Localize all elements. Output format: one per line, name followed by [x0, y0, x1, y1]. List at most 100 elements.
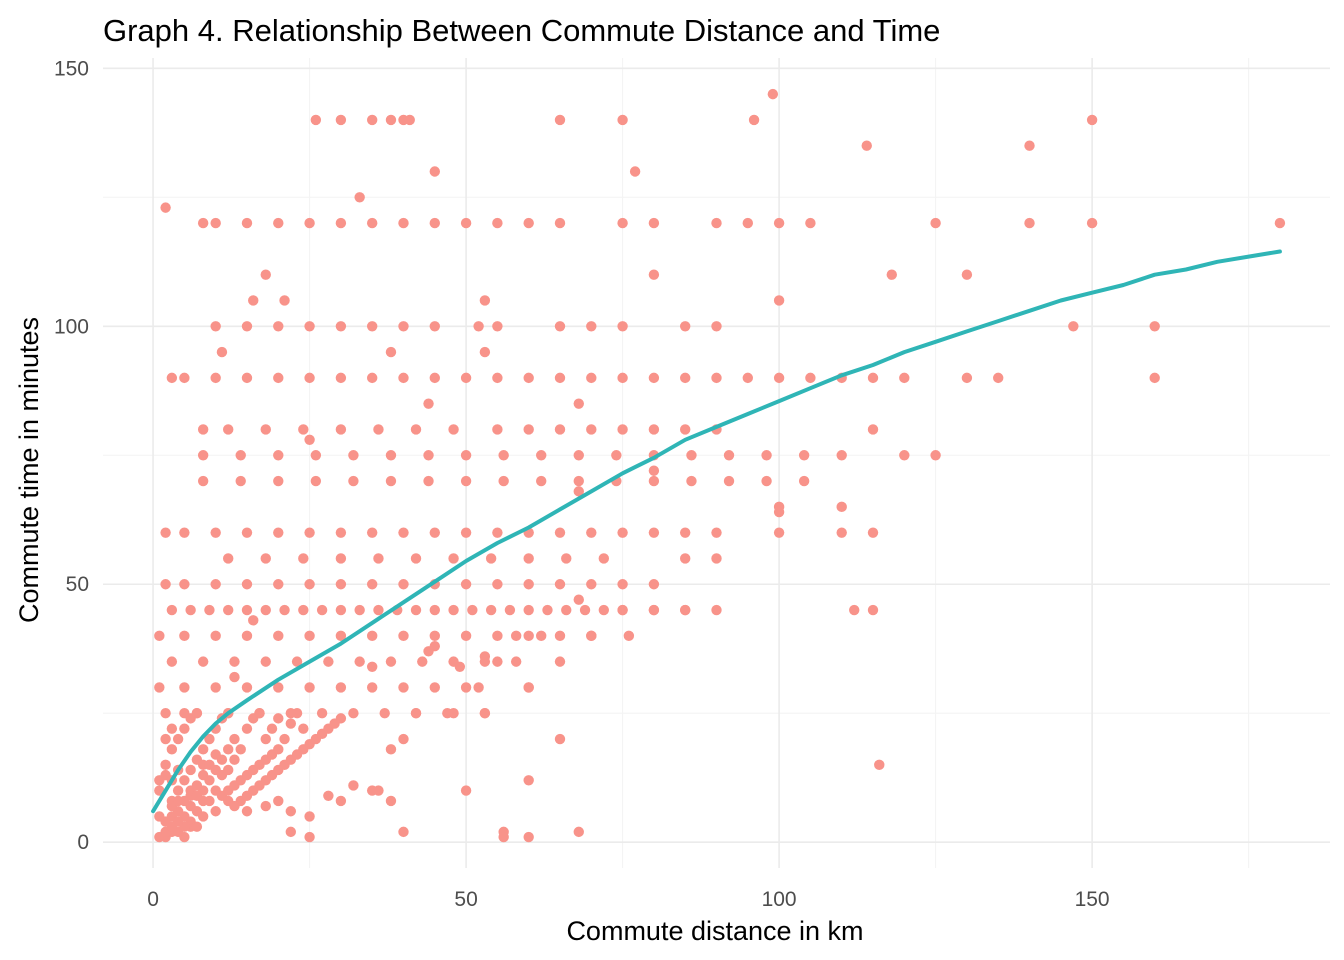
data-point [160, 579, 171, 590]
data-point [335, 527, 347, 538]
data-point [366, 682, 378, 693]
data-point [460, 527, 472, 538]
data-point [773, 372, 785, 384]
data-point [229, 656, 240, 667]
data-point [204, 733, 215, 745]
data-point [523, 630, 534, 642]
data-point [373, 604, 384, 616]
data-point [260, 800, 271, 812]
data-point [154, 630, 165, 642]
data-point [241, 723, 253, 734]
data-point [398, 527, 409, 538]
data-point [473, 682, 484, 693]
data-point [348, 450, 359, 461]
data-point [648, 372, 660, 384]
data-point [561, 553, 572, 564]
data-point [260, 604, 271, 616]
data-point [617, 217, 628, 229]
data-point [316, 604, 328, 616]
data-point [179, 682, 190, 693]
data-point [366, 527, 378, 538]
data-point [285, 718, 297, 729]
chart-title: Graph 4. Relationship Between Commute Di… [103, 13, 940, 48]
data-point [248, 615, 259, 626]
data-point [304, 321, 315, 332]
data-point [223, 744, 234, 755]
data-point [1274, 217, 1286, 229]
data-point [554, 321, 566, 332]
data-point [273, 475, 284, 487]
data-point [241, 806, 253, 817]
data-point [160, 527, 171, 538]
y-tick-label: 0 [77, 831, 89, 854]
data-point [448, 656, 459, 667]
data-point [679, 372, 691, 384]
x-tick-label: 150 [1075, 888, 1110, 911]
data-point [285, 806, 297, 817]
data-point [410, 553, 422, 564]
data-point [348, 780, 359, 791]
data-point [298, 553, 309, 564]
data-point [679, 424, 691, 435]
data-point [241, 579, 253, 590]
data-point [354, 192, 365, 203]
data-point [442, 708, 453, 719]
data-point [961, 269, 973, 280]
data-point [479, 656, 491, 667]
data-point [961, 372, 973, 384]
data-point [836, 501, 847, 513]
data-point [773, 527, 785, 538]
data-point [899, 450, 910, 461]
data-point [197, 744, 209, 755]
data-point [354, 604, 365, 616]
data-point [805, 217, 816, 229]
data-point [629, 166, 641, 177]
data-point [235, 475, 246, 487]
data-point [166, 723, 178, 734]
data-point [179, 372, 190, 384]
data-point [197, 450, 209, 461]
data-point [429, 321, 440, 332]
data-point [197, 769, 209, 781]
data-point [241, 527, 253, 538]
data-point [679, 604, 691, 616]
data-point [197, 656, 209, 667]
data-point [723, 475, 735, 487]
data-point [166, 604, 178, 616]
data-point [160, 759, 171, 771]
data-point [836, 450, 847, 461]
data-point [429, 166, 440, 177]
data-point [335, 217, 347, 229]
data-point [285, 826, 297, 838]
data-point [279, 295, 290, 306]
data-point [410, 604, 422, 616]
data-point [210, 682, 221, 693]
data-point [160, 708, 171, 719]
data-point [335, 795, 347, 807]
data-point [166, 656, 178, 667]
data-point [611, 450, 622, 461]
data-point [798, 450, 810, 461]
data-point [849, 604, 860, 616]
data-point [304, 682, 315, 693]
data-point [160, 202, 171, 213]
data-point [172, 795, 184, 807]
data-point [554, 114, 566, 126]
data-point [385, 475, 397, 487]
data-point [429, 217, 440, 229]
data-point [210, 217, 221, 229]
x-tick-label: 0 [147, 888, 159, 911]
data-point [229, 800, 240, 812]
data-point [366, 372, 378, 384]
data-point [561, 604, 572, 616]
data-point [260, 656, 271, 667]
data-point [291, 656, 303, 667]
data-point [298, 424, 309, 435]
data-point [304, 527, 315, 538]
data-point [617, 604, 628, 616]
tick-labels: 0 50 100 150 0 50 100 150 [54, 57, 1110, 911]
data-point [711, 372, 722, 384]
data-point [492, 579, 503, 590]
data-point [805, 372, 816, 384]
data-point [679, 321, 691, 332]
